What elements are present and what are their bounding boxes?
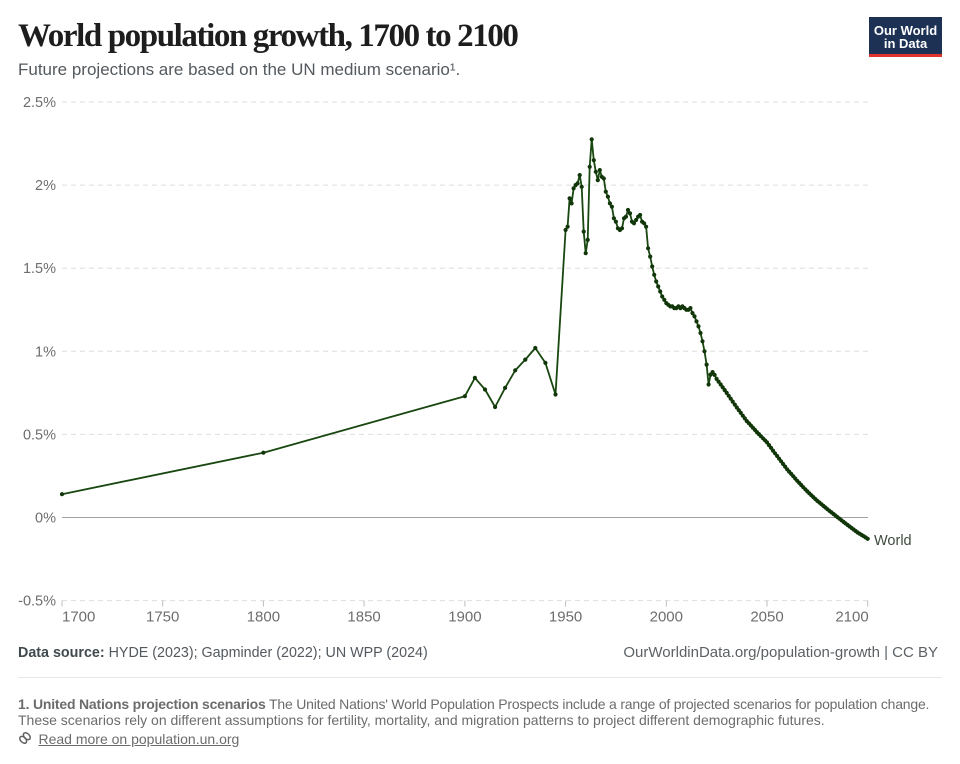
- svg-text:World: World: [874, 533, 912, 549]
- svg-text:-0.5%: -0.5%: [18, 594, 56, 610]
- svg-text:2050: 2050: [750, 609, 783, 626]
- svg-text:1950: 1950: [549, 609, 582, 626]
- svg-text:1%: 1%: [35, 344, 56, 360]
- svg-text:1850: 1850: [347, 609, 380, 626]
- svg-text:2000: 2000: [650, 609, 683, 626]
- svg-text:2.5%: 2.5%: [23, 95, 56, 111]
- svg-text:1700: 1700: [62, 609, 95, 626]
- svg-text:1900: 1900: [448, 609, 481, 626]
- svg-text:0%: 0%: [35, 511, 56, 527]
- svg-text:2100: 2100: [835, 609, 868, 626]
- svg-text:1800: 1800: [247, 609, 280, 626]
- svg-text:1.5%: 1.5%: [23, 261, 56, 277]
- svg-text:0.5%: 0.5%: [23, 427, 56, 443]
- svg-text:1750: 1750: [146, 609, 179, 626]
- svg-text:2%: 2%: [35, 178, 56, 194]
